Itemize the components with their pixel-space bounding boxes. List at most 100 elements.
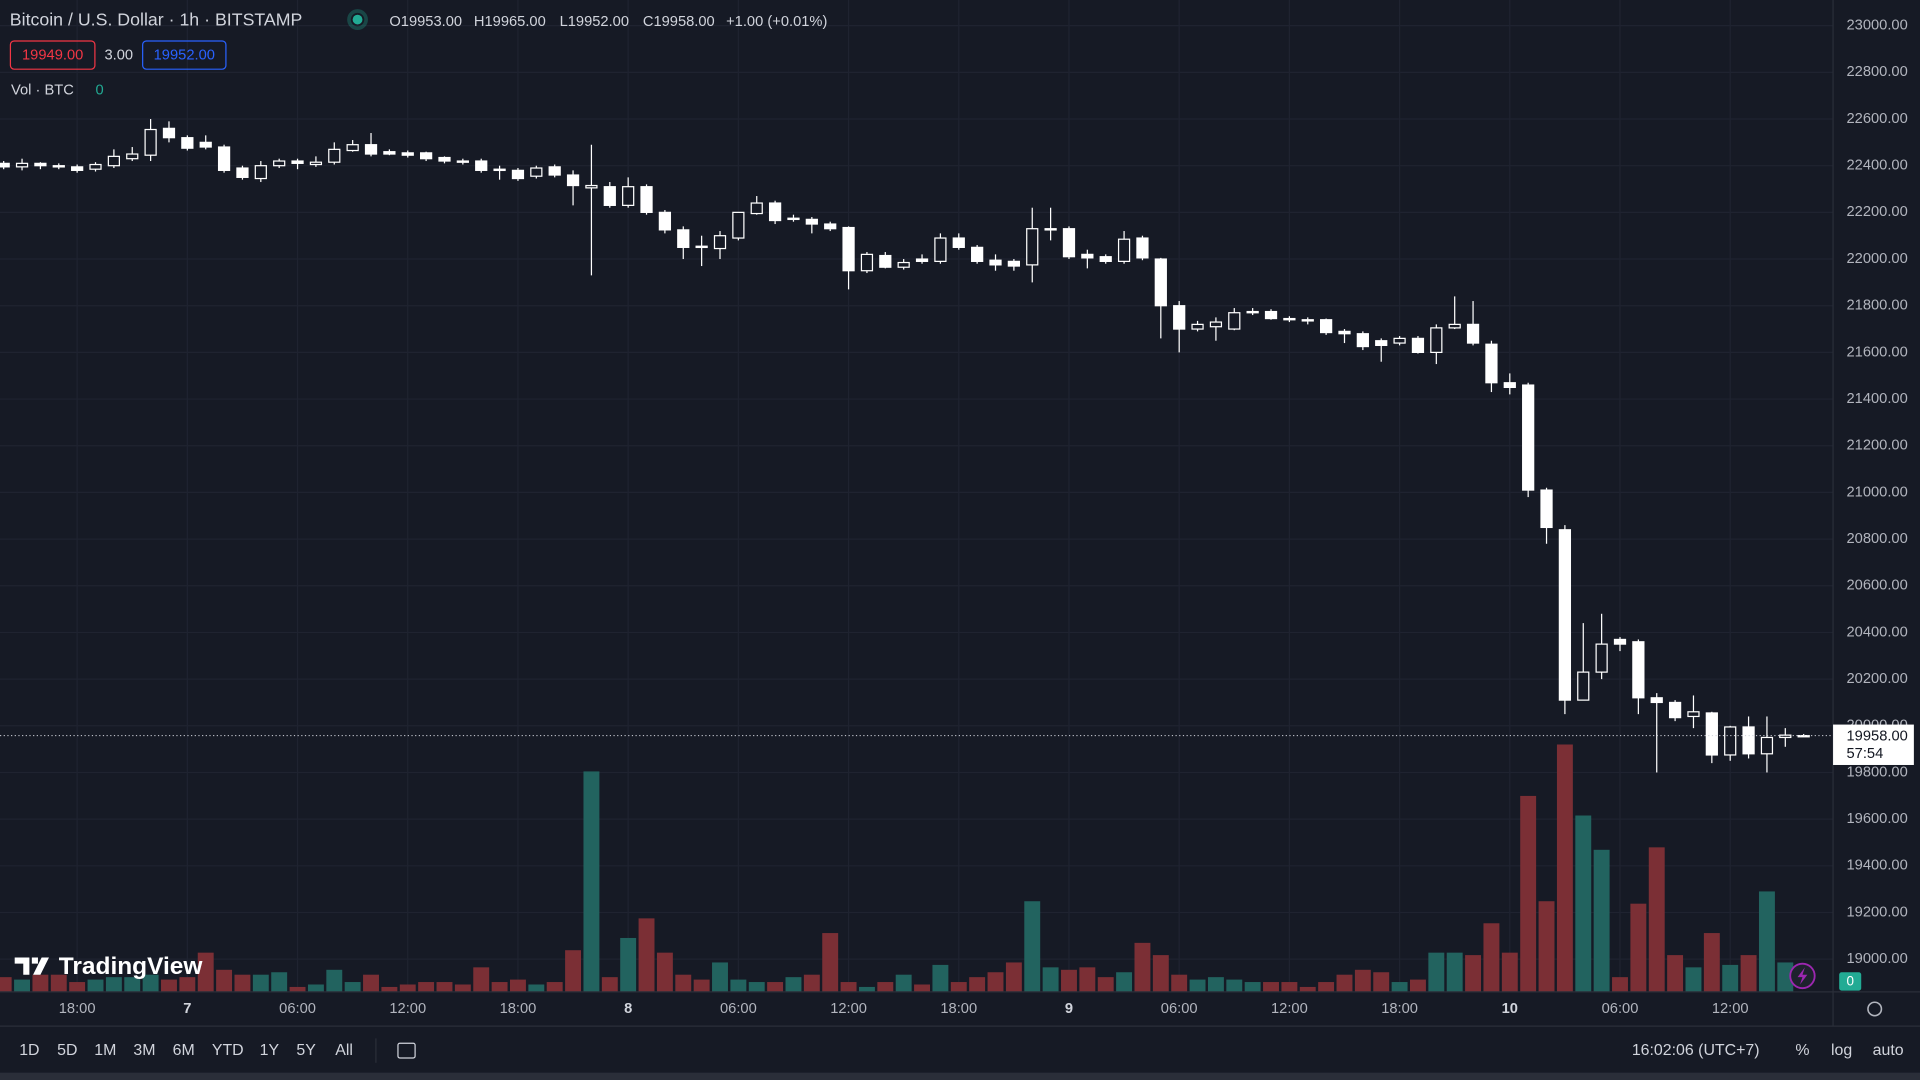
ohlc-low: L19952.00: [560, 14, 629, 30]
candle-body: [1595, 643, 1608, 673]
clock[interactable]: 16:02:06 (UTC+7): [1632, 1042, 1760, 1059]
range-button[interactable]: 1Y: [260, 1042, 280, 1059]
volume-bar: [601, 977, 618, 992]
volume-bar: [1061, 969, 1077, 992]
x-tick-label: 9: [1065, 1001, 1073, 1017]
bid-price[interactable]: 19949.00: [22, 48, 83, 64]
candle-body: [199, 141, 212, 148]
volume-bar: [565, 950, 582, 992]
log-toggle[interactable]: log: [1831, 1042, 1852, 1059]
y-tick-label: 22400.00: [1847, 158, 1908, 174]
candle-body: [1062, 228, 1076, 258]
candle-body: [695, 245, 708, 249]
volume-bar: [1281, 982, 1298, 992]
range-buttons: 1D 5D 1M 3M 6M YTD 1Y 5Y All: [19, 1042, 353, 1059]
sell-button[interactable]: [9, 40, 96, 70]
volume-bar: [69, 982, 86, 992]
volume-bar: [105, 977, 122, 992]
range-button[interactable]: All: [335, 1042, 353, 1059]
market-status[interactable]: [352, 14, 363, 25]
last-price-tag: [1833, 724, 1914, 765]
date-range-button[interactable]: [397, 1042, 416, 1059]
volume-bar: [1758, 891, 1775, 992]
volume-bar: [1501, 952, 1518, 992]
x-tick-label: 7: [183, 1001, 191, 1017]
x-tick-label: 18:00: [1381, 1001, 1418, 1017]
range-button[interactable]: 1D: [19, 1042, 39, 1059]
range-button[interactable]: 5D: [57, 1042, 77, 1059]
volume-bar: [767, 982, 784, 992]
volume-bar: [785, 977, 802, 992]
market-status-halo: [347, 9, 368, 30]
ohlc-change: +1.00 (+0.01%): [726, 14, 827, 30]
volume-bar: [1483, 923, 1500, 992]
candle-body: [566, 174, 580, 187]
candle-body: [952, 237, 965, 248]
candle-body: [1687, 711, 1700, 718]
range-button[interactable]: YTD: [212, 1042, 244, 1059]
volume-bar: [803, 974, 820, 992]
candle-body: [989, 259, 1002, 266]
volume-bar: [50, 974, 67, 992]
candle-body: [15, 162, 29, 168]
buy-button[interactable]: [142, 40, 227, 70]
candle-body: [71, 166, 84, 171]
y-tick-label: 19400.00: [1847, 858, 1908, 874]
symbol-title[interactable]: Bitcoin / U.S. Dollar · 1h · BITSTAMP: [10, 10, 303, 30]
volume-bar: [1373, 972, 1390, 992]
logo[interactable]: TradingView: [14, 953, 204, 980]
x-tick-label: 8: [624, 1001, 632, 1017]
candle-body: [1577, 671, 1590, 701]
candle-body: [750, 202, 763, 215]
volume-bar: [950, 982, 967, 992]
candle-body: [530, 167, 543, 177]
range-button[interactable]: 6M: [173, 1042, 195, 1059]
ohlc-open: O19953.00: [389, 14, 462, 30]
volume-bar: [1263, 982, 1279, 992]
percent-toggle[interactable]: %: [1795, 1042, 1809, 1059]
x-tick-label: 18:00: [500, 1001, 537, 1017]
volume-bar: [730, 979, 747, 992]
candle-body: [548, 166, 561, 176]
candle-body: [1283, 317, 1296, 321]
volume-bar: [234, 974, 251, 992]
y-tick-label: 21200.00: [1847, 438, 1908, 454]
volume-badge: [1839, 972, 1862, 991]
candles: [0, 119, 1810, 773]
candle-body: [52, 165, 65, 168]
volume-bar: [583, 771, 600, 992]
volume-bar: [748, 982, 765, 992]
candle-body: [1393, 337, 1406, 344]
candle-body: [640, 186, 653, 213]
volume-bar: [656, 952, 673, 992]
volume-bar: [1134, 942, 1151, 992]
bottom-bar: [0, 1072, 1920, 1080]
candle-body: [383, 151, 396, 155]
volume-bar: [271, 972, 288, 992]
ask-price[interactable]: 19952.00: [154, 48, 215, 64]
volume-title[interactable]: Vol · BTC: [11, 82, 74, 98]
range-button[interactable]: 3M: [133, 1042, 155, 1059]
range-button[interactable]: 5Y: [296, 1042, 316, 1059]
candle-body: [1613, 638, 1627, 645]
volume-bar: [473, 967, 490, 992]
volume-bar: [399, 984, 416, 992]
candle-body: [1246, 310, 1259, 314]
volume-bar: [1703, 933, 1720, 992]
volume-bar: [1556, 744, 1573, 992]
candle-body: [1264, 310, 1278, 320]
candle-body: [805, 218, 818, 225]
candle-body: [511, 169, 525, 180]
candle-body: [107, 155, 120, 167]
candle-body: [971, 246, 984, 262]
volume-bar: [712, 962, 728, 992]
volume-bar: [1777, 962, 1794, 992]
auto-toggle[interactable]: auto: [1873, 1042, 1904, 1059]
range-button[interactable]: 1M: [94, 1042, 116, 1059]
volume-bar: [1428, 952, 1445, 992]
settings-button[interactable]: [1867, 1001, 1883, 1017]
volume-bar: [1024, 901, 1041, 992]
y-tick-label: 21600.00: [1847, 344, 1908, 360]
volume-bar: [1171, 974, 1188, 992]
candle-body: [603, 186, 616, 206]
